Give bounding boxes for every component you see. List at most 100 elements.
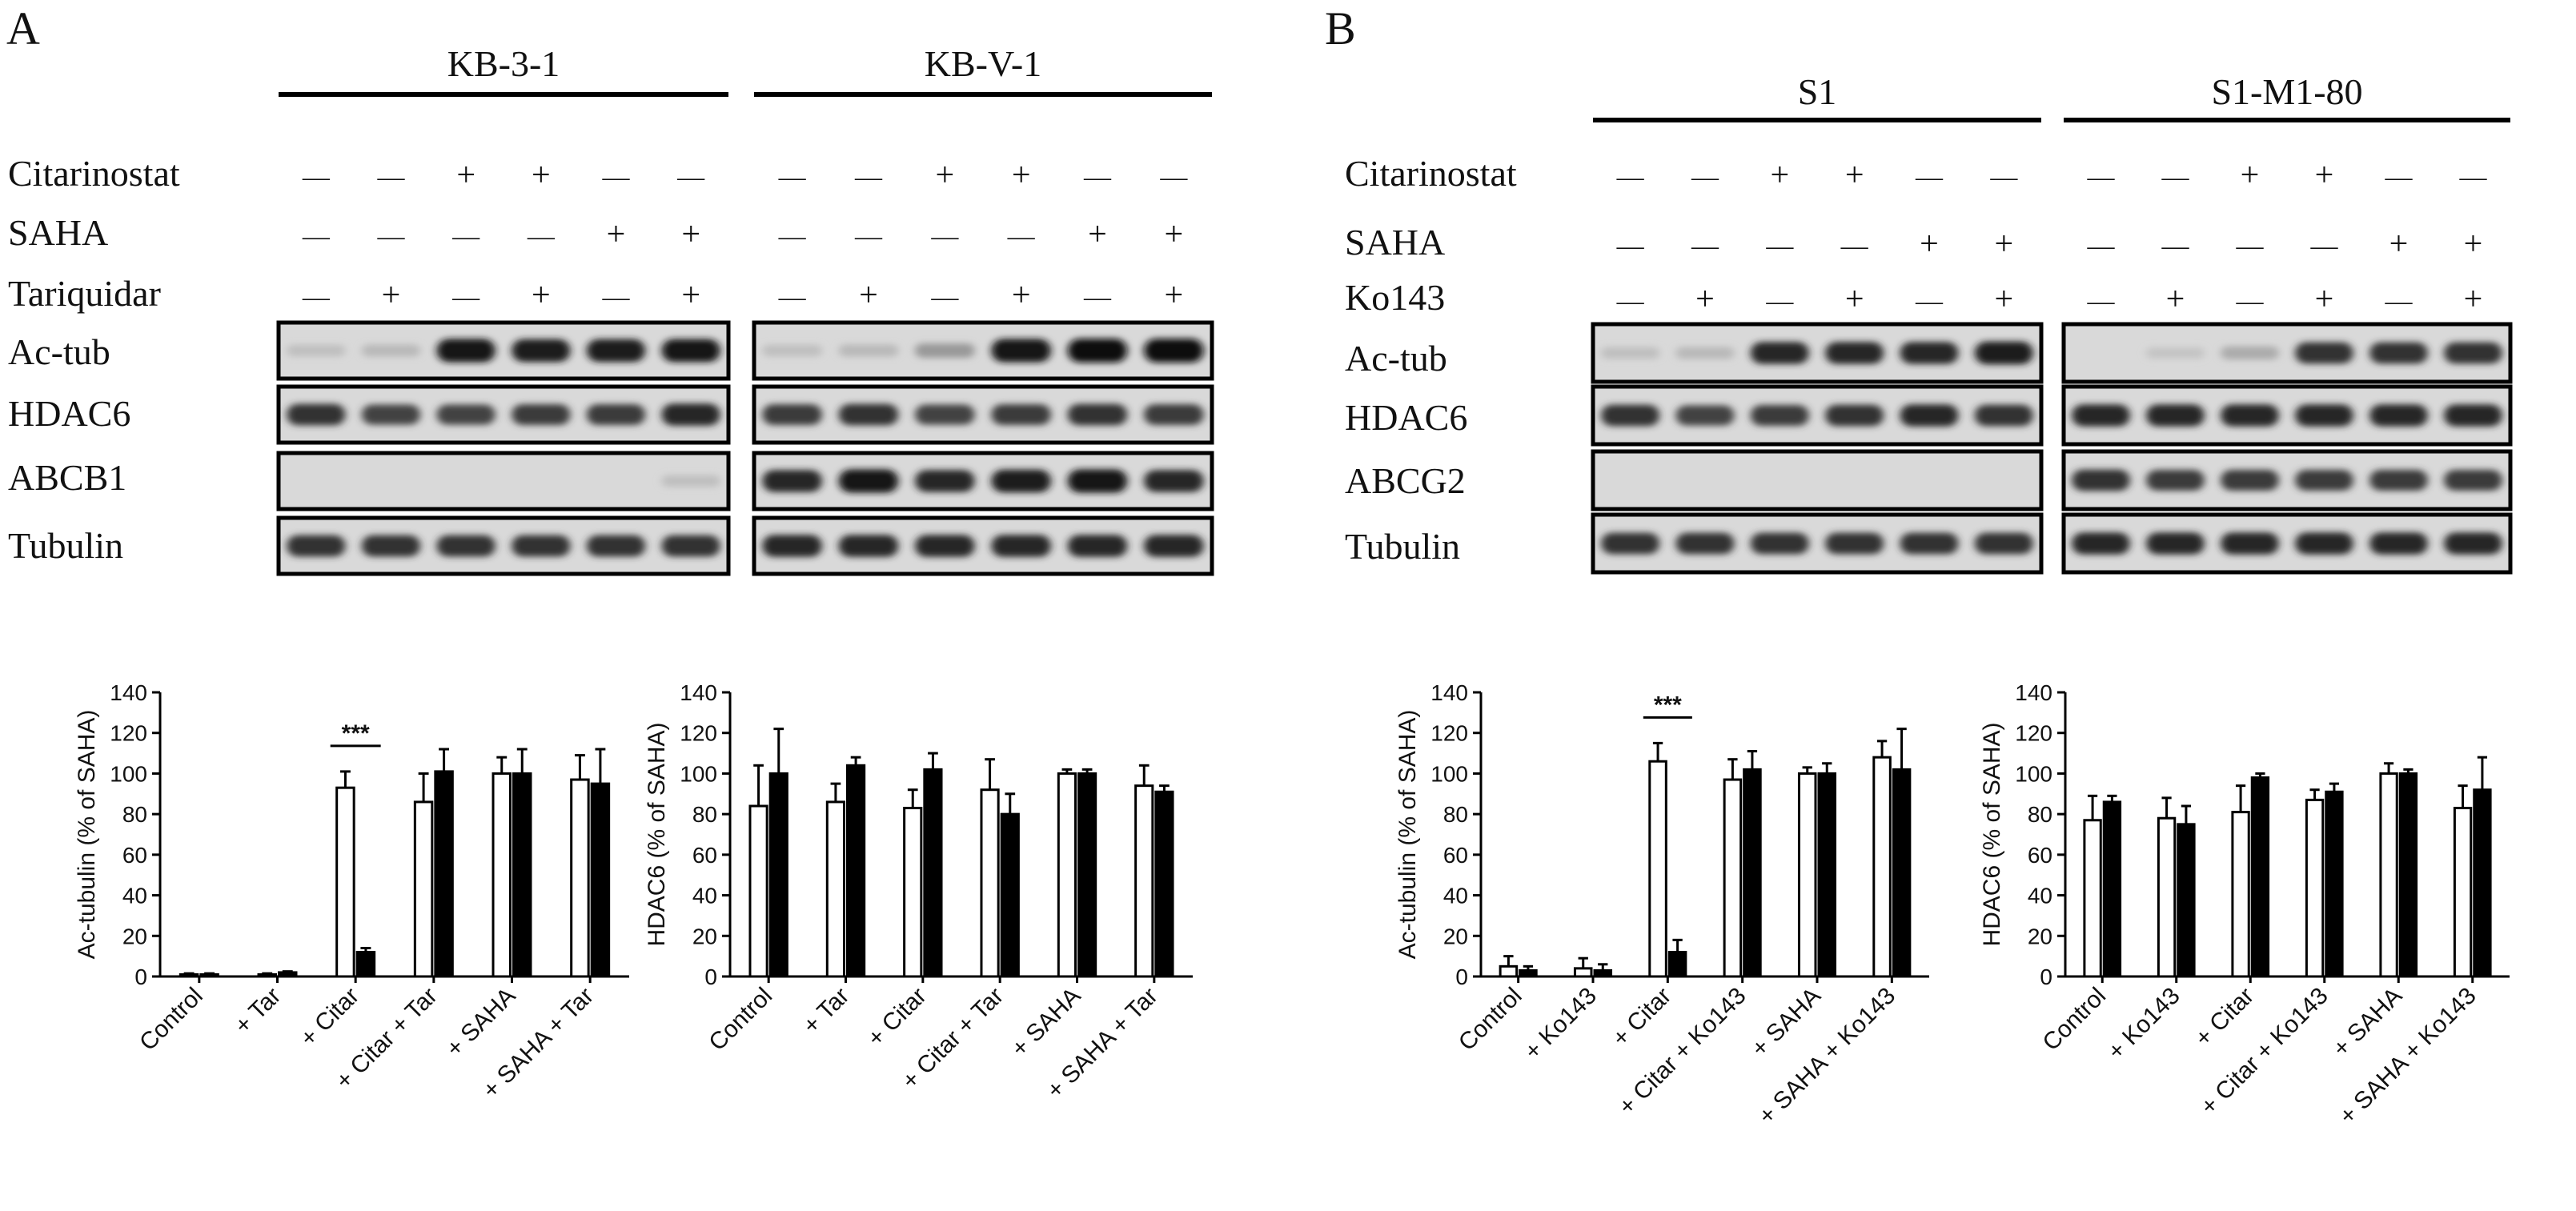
y-tick-label: 60 [1443, 843, 1468, 868]
blot-band [2072, 532, 2130, 555]
blot-box [1591, 512, 2044, 575]
bar [1057, 772, 1077, 978]
cell-line-label: S1 [1798, 71, 1837, 112]
y-tick-label: 100 [680, 761, 717, 786]
y-tick-label: 20 [1443, 924, 1468, 948]
blot-frame [752, 320, 1214, 381]
y-axis-label: HDAC6 (% of SAHA) [644, 722, 670, 946]
blot-band [838, 403, 899, 426]
y-tick-label: 140 [2015, 680, 2052, 705]
y-tick-label: 40 [2028, 884, 2052, 908]
x-tick-label: + Tar [230, 983, 287, 1040]
treatment-sign: — [1840, 231, 1869, 261]
treatment-sign: — [2161, 231, 2190, 261]
blot-box [276, 515, 731, 576]
blot-band [1750, 532, 1809, 555]
blot-frame [2061, 512, 2513, 575]
blot-band [1974, 341, 2033, 365]
treatment-sign: + [1012, 277, 1031, 314]
bar [2398, 772, 2418, 978]
blot-band [1974, 404, 2033, 427]
treatment-sign: — [1691, 231, 1719, 261]
blot-border [2061, 384, 2513, 447]
blot-box [276, 451, 731, 511]
treatment-sign: — [2087, 162, 2116, 192]
blot-row-label: Tubulin [1345, 526, 1460, 567]
treatment-sign: + [2315, 281, 2334, 318]
x-tick-label: + Citar [1607, 983, 1676, 1052]
blot-band [915, 470, 975, 492]
bar-chart-1: 0 20 40 60 80 100 120 140 Ac-tubulin (% of SAHA)… [74, 680, 629, 1104]
treatment-sign: — [1083, 162, 1112, 192]
bar [355, 951, 376, 978]
bar [2473, 788, 2492, 978]
blot-band [512, 404, 571, 425]
cell-line-label: KB-3-1 [447, 43, 560, 84]
blot-band [1825, 532, 1884, 555]
blot-band [2146, 404, 2205, 427]
blot-box [1591, 449, 2044, 511]
x-tick-label: + Ko143 [2103, 983, 2185, 1065]
blot-band [436, 339, 496, 363]
treatment-sign: + [2315, 157, 2334, 194]
blot-band [2444, 470, 2502, 491]
blot-band [661, 403, 720, 426]
blot-box [2061, 512, 2513, 575]
blot-band [2369, 470, 2428, 491]
x-tick-label: Control [2037, 983, 2111, 1057]
treatment-sign: — [2236, 287, 2265, 316]
blot-band [2295, 470, 2353, 491]
blot-band [361, 344, 421, 357]
blot-band [2146, 347, 2205, 359]
blot-row-label: Ac-tub [8, 331, 110, 372]
bar [335, 786, 355, 978]
blot-row-label: Tubulin [8, 525, 123, 566]
treatment-sign: — [602, 283, 631, 312]
blot-band [1144, 404, 1204, 425]
treatment-label: Citarinostat [8, 153, 180, 194]
bar [1154, 790, 1174, 978]
blot-row-label: Ac-tub [1345, 338, 1447, 379]
bar [434, 770, 454, 978]
treatment-sign: — [2087, 287, 2116, 316]
y-tick-label: 80 [692, 802, 717, 827]
y-tick-label: 40 [692, 884, 717, 908]
blot-band [2295, 532, 2353, 555]
blot-band [2221, 532, 2279, 555]
treatment-sign: + [1164, 277, 1183, 314]
treatment-sign: — [2459, 162, 2488, 192]
bar [1573, 967, 1593, 978]
blot-frame [752, 451, 1214, 511]
blot-band [2072, 404, 2130, 427]
x-tick-label: Control [704, 983, 777, 1057]
blot-band [915, 404, 975, 425]
treatment-sign: + [2464, 281, 2483, 318]
y-tick-label: 80 [122, 802, 147, 827]
treatment-sign: — [451, 283, 480, 312]
x-tick-label: + SAHA + Ko143 [2334, 983, 2482, 1130]
panel-b: B S1 S1-M1-80 Citarinostat — — + + — — — — + + — — SAHA —… [1325, 2, 2513, 575]
blot-box [276, 384, 731, 445]
blot-band [436, 404, 496, 425]
blot-frame [2061, 322, 2513, 384]
blot-border [1591, 449, 2044, 511]
treatment-sign: + [1920, 226, 1939, 263]
blot-border [276, 451, 731, 511]
blot-row-label: ABCG2 [1345, 460, 1466, 501]
bar [2231, 811, 2250, 978]
treatment-sign: + [1845, 281, 1864, 318]
y-axis-label: Ac-tubulin (% of SAHA) [74, 710, 100, 960]
blot-frame [1591, 322, 2044, 384]
bar [413, 800, 434, 978]
blot-band [2221, 470, 2279, 491]
treatment-sign: + [1994, 226, 2013, 263]
bar [2157, 816, 2177, 978]
treatment-sign: — [377, 222, 406, 251]
treatment-sign: — [602, 162, 631, 192]
treatment-sign: — [2236, 231, 2265, 261]
x-tick-label: Control [134, 983, 208, 1057]
y-tick-label: 100 [2015, 761, 2052, 786]
treatment-sign: — [2385, 162, 2413, 192]
treatment-sign: — [1989, 162, 2018, 192]
y-tick-label: 20 [692, 924, 717, 948]
